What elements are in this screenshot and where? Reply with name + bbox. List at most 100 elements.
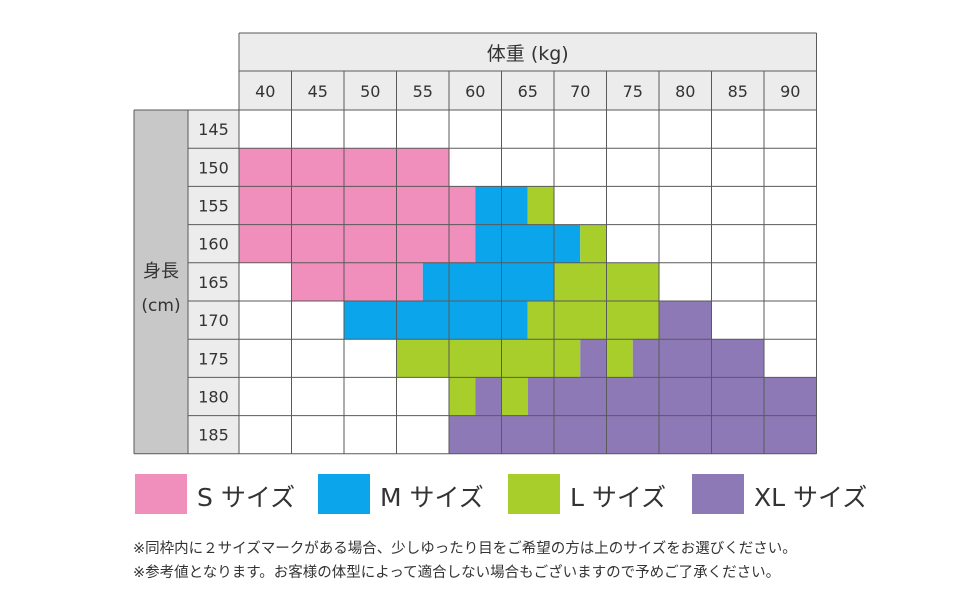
cell-empty <box>711 186 764 225</box>
cell-l-half <box>527 301 554 340</box>
cell-empty <box>554 110 607 149</box>
x-axis-title: 体重 (kg) <box>487 43 569 65</box>
y-axis-title-line1: 身長 <box>143 261 179 282</box>
cell-l <box>449 339 502 378</box>
cell-empty <box>344 339 397 378</box>
x-tick-label: 85 <box>728 82 748 101</box>
cell-xl <box>764 377 817 416</box>
y-axis-label-bg <box>134 110 188 454</box>
cell-xl <box>711 415 764 454</box>
cell-xl <box>449 415 502 454</box>
cell-xl <box>659 339 712 378</box>
x-tick-label: 90 <box>780 82 800 101</box>
cell-xl <box>606 377 659 416</box>
cell-empty <box>659 148 712 187</box>
cell-empty <box>554 148 607 187</box>
cell-s <box>239 148 292 187</box>
cell-xl <box>659 301 712 340</box>
cell-empty <box>501 148 554 187</box>
cell-xl-half <box>580 339 607 378</box>
cell-xl <box>554 377 607 416</box>
legend-swatch-xl <box>692 474 744 514</box>
y-tick-label: 150 <box>198 158 229 177</box>
cell-empty <box>396 415 449 454</box>
cell-empty <box>396 377 449 416</box>
cell-xl <box>764 415 817 454</box>
legend-swatch-s <box>135 474 187 514</box>
cell-s <box>239 186 292 225</box>
cell-s <box>396 186 449 225</box>
x-tick-label: 55 <box>413 82 433 101</box>
y-tick-label: 170 <box>198 311 229 330</box>
legend-swatch-m <box>318 474 370 514</box>
cell-xl <box>711 339 764 378</box>
cell-s-half <box>396 262 423 301</box>
x-tick-label: 70 <box>570 82 590 101</box>
notes: ※同枠内に２サイズマークがある場合、少しゆったり目をご希望の方は上のサイズをお選… <box>133 537 953 585</box>
x-tick-label: 75 <box>623 82 643 101</box>
size-chart: 体重 (kg) 40 45 50 55 60 65 70 75 80 85 90 145 150 155 16… <box>133 32 817 455</box>
row-header-bg <box>188 110 239 454</box>
cell-empty <box>711 262 764 301</box>
cell-xl-half <box>475 377 502 416</box>
cell-s <box>344 224 397 263</box>
cell-l-half <box>527 186 554 225</box>
cell-empty <box>239 339 292 378</box>
cell-s <box>344 186 397 225</box>
cell-empty <box>606 110 659 149</box>
cell-s <box>344 148 397 187</box>
cell-m <box>449 301 502 340</box>
y-tick-label: 155 <box>198 197 229 216</box>
cell-s <box>291 148 344 187</box>
y-tick-label: 165 <box>198 273 229 292</box>
cell-empty <box>239 301 292 340</box>
cell-m-half <box>554 224 581 263</box>
cell-l-half <box>449 377 476 416</box>
cell-xl <box>606 415 659 454</box>
legend-label-s: S サイズ <box>197 483 296 512</box>
cell-l-half <box>554 339 581 378</box>
cell-empty <box>449 110 502 149</box>
note-reference: ※参考値となります。お客様の体型によって適合しない場合もございますので予めご了承… <box>133 565 781 581</box>
cell-l <box>554 301 607 340</box>
cell-m-half <box>501 186 528 225</box>
cell-s <box>291 186 344 225</box>
cell-empty <box>606 186 659 225</box>
cell-empty <box>711 110 764 149</box>
cell-empty <box>239 262 292 301</box>
cell-empty <box>449 148 502 187</box>
y-tick-label: 145 <box>198 120 229 139</box>
x-tick-label: 80 <box>675 82 695 101</box>
cell-empty <box>606 148 659 187</box>
x-tick-label: 60 <box>465 82 485 101</box>
cell-m-half <box>475 224 502 263</box>
cell-xl <box>501 415 554 454</box>
cell-s <box>291 262 344 301</box>
x-tick-label: 45 <box>308 82 328 101</box>
x-tick-label: 50 <box>360 82 380 101</box>
cell-empty <box>291 415 344 454</box>
cell-l <box>606 262 659 301</box>
cell-s <box>396 148 449 187</box>
cell-xl-half <box>527 377 554 416</box>
cell-xl <box>711 377 764 416</box>
legend-swatch-l <box>508 474 560 514</box>
cell-empty <box>711 301 764 340</box>
cell-xl <box>554 415 607 454</box>
y-tick-label: 180 <box>198 388 229 407</box>
cell-s-half <box>449 186 476 225</box>
legend-label-xl: XL サイズ <box>754 483 868 512</box>
cell-l-half <box>501 377 528 416</box>
cell-empty <box>711 224 764 263</box>
cell-empty <box>501 110 554 149</box>
cell-m <box>344 301 397 340</box>
cell-m <box>396 301 449 340</box>
cell-xl <box>659 377 712 416</box>
cell-empty <box>239 110 292 149</box>
cell-empty <box>764 301 817 340</box>
cell-empty <box>344 110 397 149</box>
cell-empty <box>239 377 292 416</box>
cell-empty <box>291 301 344 340</box>
cell-empty <box>659 224 712 263</box>
cell-empty <box>554 186 607 225</box>
